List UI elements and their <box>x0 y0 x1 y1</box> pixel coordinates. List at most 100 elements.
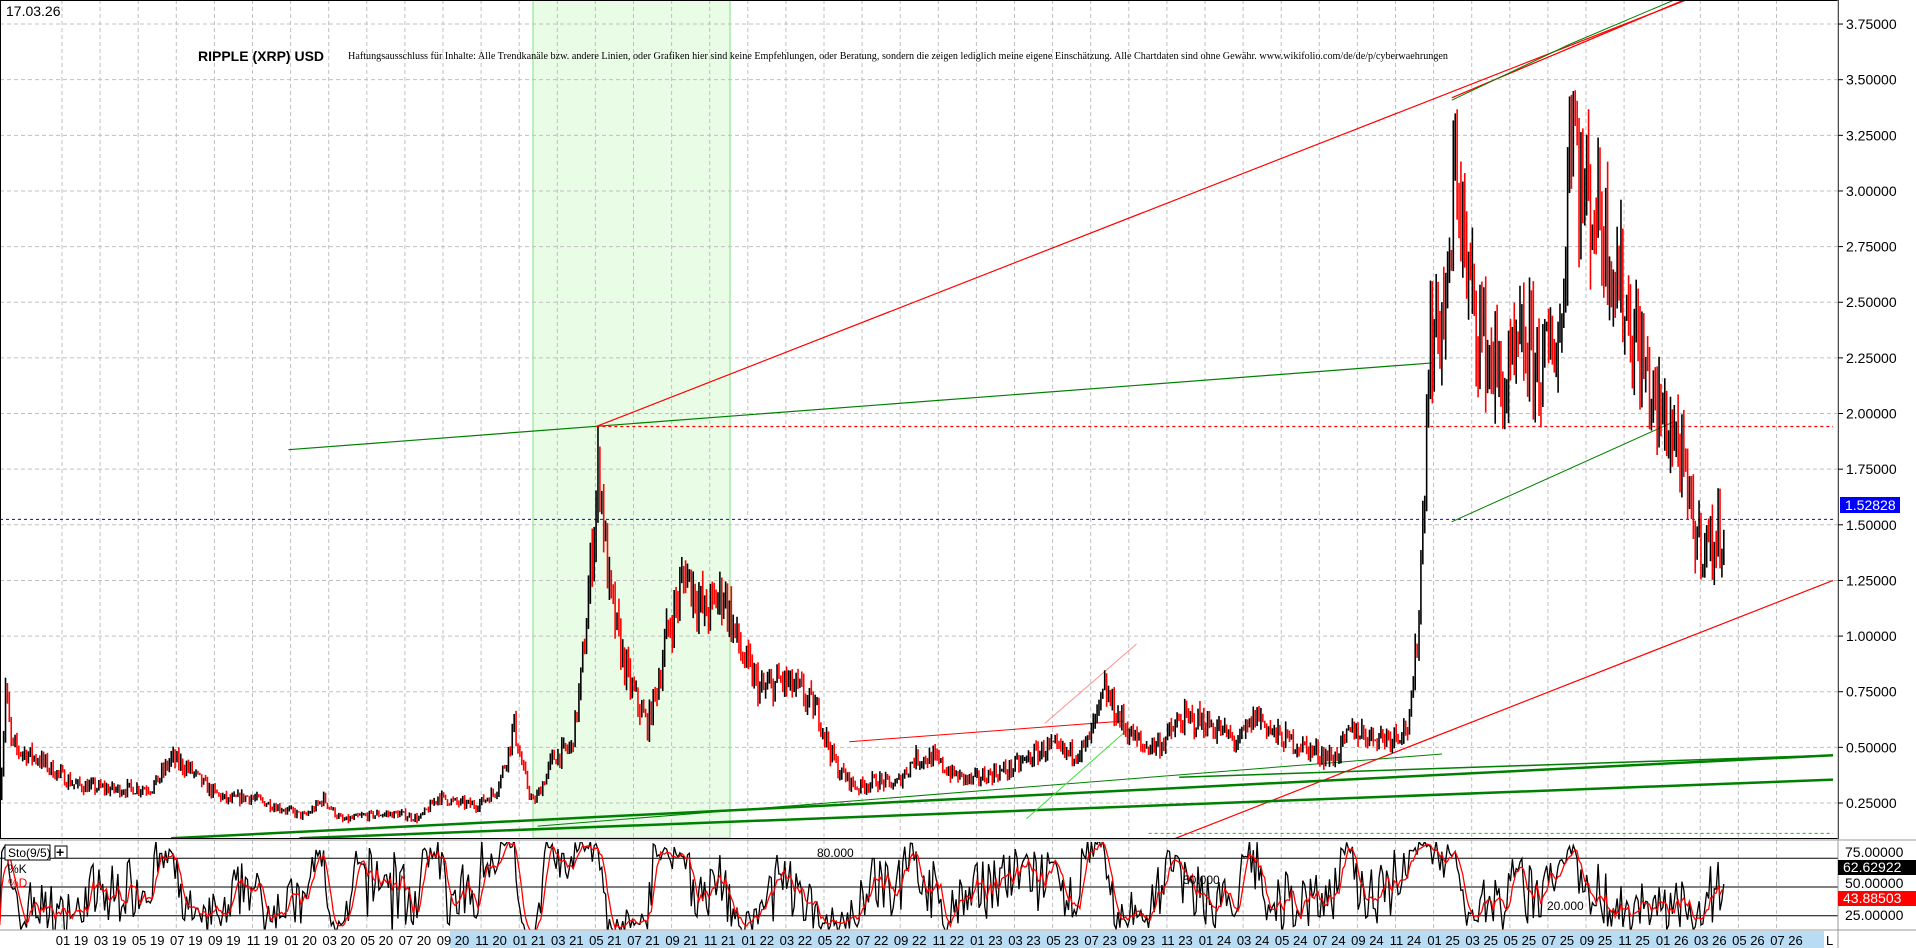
date-tick-label: 09 25 <box>1580 933 1613 948</box>
price-tick-label: 0.75000 <box>1846 684 1897 700</box>
date-tick-label: 05 26 <box>1732 933 1765 948</box>
date-tick-label: 05 21 <box>589 933 622 948</box>
date-tick-label: 07 20 <box>399 933 432 948</box>
date-tick-label: 01 21 <box>513 933 546 948</box>
price-tick-label: 0.50000 <box>1846 739 1897 755</box>
date-tick-label: 01 24 <box>1199 933 1232 948</box>
k-legend: %K <box>8 862 27 876</box>
plus-icon: + <box>56 844 64 860</box>
trendline-green <box>1451 43 1571 101</box>
sto-d-line <box>0 842 1725 930</box>
date-tick-label: 09 23 <box>1123 933 1156 948</box>
date-tick-label: 11 24 <box>1390 933 1422 948</box>
price-tick-label: 2.50000 <box>1846 294 1897 310</box>
date-tick-label: 01 22 <box>742 933 775 948</box>
date-tick-label: 05 24 <box>1275 933 1308 948</box>
date-tick-label: 03 22 <box>780 933 813 948</box>
date-tick-label: 09 22 <box>894 933 927 948</box>
indicator-name: Sto(9/5) <box>8 846 51 860</box>
date-tick-label: 03 26 <box>1694 933 1727 948</box>
date-tick-label: 09 20 <box>437 933 470 948</box>
trendline-green <box>1179 754 1834 778</box>
sto-tick-50: 50.00000 <box>1845 875 1904 891</box>
k-value-box <box>1838 860 1916 875</box>
price-tick-label: 2.25000 <box>1846 350 1897 366</box>
date-tick-label: 01 19 <box>56 933 89 948</box>
date-tick-label: 11 22 <box>933 933 965 948</box>
price-tick-label: 0.25000 <box>1846 795 1897 811</box>
last-price-marker: 1.52828 <box>1840 497 1900 513</box>
disclaimer: Haftungsausschluss für Inhalte: Alle Tre… <box>348 51 1449 62</box>
date-tick-label: 11 23 <box>1161 933 1193 948</box>
date-tick-label: 11 20 <box>475 933 507 948</box>
date-tick-label: 03 24 <box>1237 933 1270 948</box>
date-tick-label: 05 23 <box>1046 933 1079 948</box>
date-tick-label: 07 22 <box>856 933 889 948</box>
trendline-red <box>849 720 1125 743</box>
date-tick-label: 07 19 <box>170 933 203 948</box>
date-label: 17.03.26 <box>6 3 61 19</box>
date-tick-label: 03 25 <box>1465 933 1498 948</box>
date-tick-label: 11 19 <box>247 933 279 948</box>
date-tick-label: 09 21 <box>665 933 698 948</box>
trendline-green <box>1570 0 1675 45</box>
last-price-label: 1.52828 <box>1845 497 1896 513</box>
price-bars <box>0 90 1725 824</box>
price-tick-label: 3.00000 <box>1846 183 1897 199</box>
time-axis-unselected <box>0 931 450 948</box>
stochastic-panel: Sto(9/5) + %K %D 80.000 50.000 20.000 75… <box>4 844 1916 923</box>
grid <box>0 0 1838 930</box>
time-axis: 01 19 03 19 05 19 07 19 09 19 11 19 01 20 03 20… <box>56 933 1803 948</box>
price-tick-label: 2.00000 <box>1846 406 1897 422</box>
trendline-red <box>1175 579 1834 838</box>
price-tick-label: 3.50000 <box>1846 72 1897 88</box>
d-legend: %D <box>8 876 28 890</box>
date-tick-label: 09 19 <box>208 933 241 948</box>
sto-tick-25: 25.00000 <box>1845 907 1904 923</box>
date-tick-label: 01 20 <box>284 933 317 948</box>
date-tick-label: 11 25 <box>1618 933 1650 948</box>
sto-k-line <box>0 842 1725 930</box>
price-tick-label: 1.00000 <box>1846 628 1897 644</box>
sto-tick-75: 75.00000 <box>1845 844 1904 860</box>
trendline-green-light <box>1026 726 1131 820</box>
date-tick-label: 07 25 <box>1542 933 1575 948</box>
trendlines <box>0 0 1834 838</box>
scale-mode-button[interactable]: L <box>1826 933 1833 948</box>
price-axis: 3.75000 3.50000 3.25000 3.00000 2.75000 2.500… <box>1838 16 1897 811</box>
date-tick-label: 07 23 <box>1084 933 1117 948</box>
trendline-green-thick <box>299 778 1834 838</box>
price-tick-label: 1.50000 <box>1846 517 1897 533</box>
d-value-box <box>1838 891 1916 906</box>
time-axis-bar[interactable] <box>0 931 1824 948</box>
add-indicator-button[interactable] <box>54 845 68 859</box>
chart-title: RIPPLE (XRP) USD <box>198 48 324 64</box>
date-tick-label: 07 24 <box>1313 933 1346 948</box>
trendline-red-light <box>1044 643 1137 724</box>
date-tick-label: 07 21 <box>627 933 660 948</box>
d-value: 43.88503 <box>1843 890 1902 906</box>
trendline-red <box>596 0 1687 428</box>
trendline-green <box>288 362 1433 451</box>
price-tick-label: 2.75000 <box>1846 239 1897 255</box>
stochastic-lines <box>0 842 1725 930</box>
date-tick-label: 05 19 <box>132 933 165 948</box>
k-value: 62.62922 <box>1843 859 1902 875</box>
price-tick-label: 3.25000 <box>1846 127 1897 143</box>
indicator-label-box[interactable] <box>4 844 51 861</box>
date-tick-label: 05 20 <box>361 933 394 948</box>
date-tick-label: 09 24 <box>1351 933 1384 948</box>
trendline-green-thick <box>171 753 1834 838</box>
level-20: 20.000 <box>1547 899 1584 913</box>
level-80: 80.000 <box>817 846 854 860</box>
price-tick-label: 3.75000 <box>1846 16 1897 32</box>
date-tick-label: 11 21 <box>704 933 736 948</box>
trendline-green <box>1451 421 1675 523</box>
date-tick-label: 01 25 <box>1427 933 1460 948</box>
date-tick-label: 03 21 <box>551 933 584 948</box>
date-tick-label: 03 19 <box>94 933 127 948</box>
date-tick-label: 01 23 <box>970 933 1003 948</box>
